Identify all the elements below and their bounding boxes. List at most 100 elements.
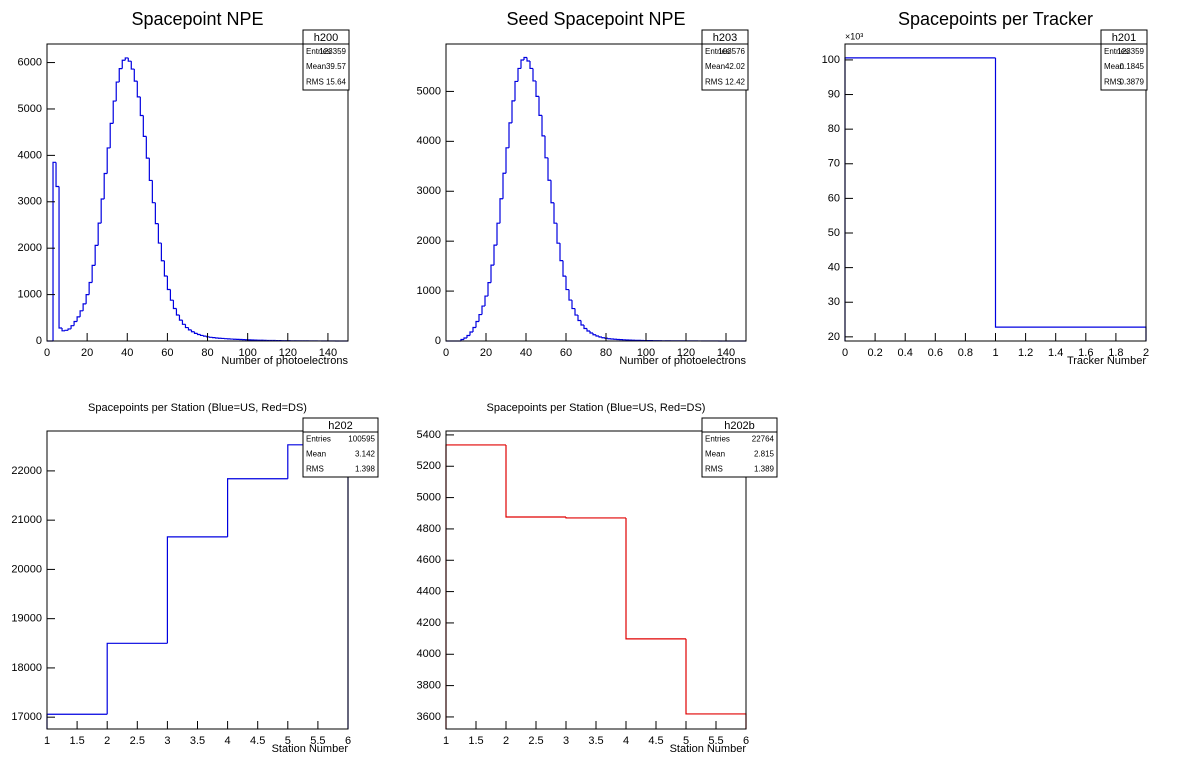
stats-label: RMS <box>705 77 723 86</box>
histogram-bin <box>523 56 527 60</box>
histogram-bin <box>91 264 96 283</box>
x-tick-label: 140 <box>717 347 735 359</box>
y-tick-label: 100 <box>822 54 840 66</box>
histogram-bin <box>508 122 512 148</box>
histogram-bin <box>202 335 207 337</box>
y-tick-label: 3000 <box>417 185 441 197</box>
y-tick-label: 5000 <box>417 491 441 503</box>
y-tick-label: 2000 <box>417 235 441 247</box>
x-tick-label: 1.8 <box>1108 347 1123 359</box>
histogram-bin <box>166 536 228 644</box>
x-tick-label: 1.2 <box>1018 347 1033 359</box>
histogram-bin <box>106 642 168 715</box>
x-tick-label: 1.6 <box>1078 347 1093 359</box>
histogram-bin <box>550 180 554 204</box>
y-tick-label: 1000 <box>417 285 441 297</box>
stats-value: 39.57 <box>326 62 347 71</box>
histogram-bin <box>148 158 153 182</box>
x-tick-label: 1 <box>992 347 998 359</box>
histogram-bin <box>553 202 557 224</box>
histogram-bin <box>580 320 584 326</box>
histogram-bin <box>529 60 533 70</box>
histogram-bin <box>469 331 473 336</box>
stats-value: 0.3879 <box>1120 77 1145 86</box>
histogram-bin <box>565 517 626 519</box>
y-tick-label: 40 <box>828 262 840 274</box>
x-tick-label: 120 <box>677 347 695 359</box>
histogram-bin <box>571 300 575 310</box>
stats-value: 3.142 <box>355 450 376 459</box>
histogram-bin <box>526 57 530 62</box>
histogram-bin <box>163 260 168 277</box>
y-tick-label: 3600 <box>417 711 441 723</box>
histogram-bin <box>160 243 165 262</box>
histogram-bin <box>538 96 542 116</box>
x-tick-label: 4 <box>623 735 629 747</box>
histogram-bin <box>463 337 467 340</box>
y-tick-label: 60 <box>828 192 840 204</box>
histogram-bin <box>505 147 509 174</box>
histogram-bin <box>592 333 596 336</box>
stats-value: 2.815 <box>754 450 775 459</box>
x-tick-label: 2.5 <box>130 735 145 747</box>
histogram-bin <box>109 122 114 148</box>
histogram-bin <box>85 293 90 304</box>
histogram-bin <box>151 180 156 204</box>
histogram-bin <box>166 276 171 291</box>
x-tick-label: 1 <box>443 735 449 747</box>
stats-label: Mean <box>705 62 725 71</box>
histogram-bin <box>181 320 186 325</box>
x-tick-label: 0.6 <box>928 347 943 359</box>
histogram-bin <box>586 328 590 332</box>
stats-label: RMS <box>306 77 324 86</box>
histogram-bin <box>61 328 66 332</box>
x-tick-label: 60 <box>161 347 173 359</box>
x-tick-label: 3.5 <box>588 735 603 747</box>
stats-name: h202b <box>724 420 755 432</box>
stats-value: 123359 <box>319 47 346 56</box>
y-tick-label: 80 <box>828 123 840 135</box>
x-tick-label: 1.5 <box>69 735 84 747</box>
stats-label: Entries <box>1104 47 1129 56</box>
histogram-bin <box>472 326 476 333</box>
histogram-bin <box>55 162 60 188</box>
stats-box <box>302 417 379 478</box>
x-axis-title: Number of photoelectrons <box>619 355 746 367</box>
y-tick-label: 3000 <box>18 196 42 208</box>
x-tick-label: 1.4 <box>1048 347 1063 359</box>
stats-value: 15.64 <box>326 77 347 86</box>
y-tick-label: 5000 <box>417 85 441 97</box>
stats-value: 42.02 <box>725 62 746 71</box>
y-tick-label: 0 <box>36 335 42 347</box>
histogram-bin <box>484 295 488 307</box>
histogram-bin <box>559 243 563 262</box>
y-tick-label: 90 <box>828 88 840 100</box>
x-tick-label: 2.5 <box>528 735 543 747</box>
histogram-bin <box>178 315 183 321</box>
x-tick-label: 2 <box>104 735 110 747</box>
histogram-bin <box>115 81 120 102</box>
stats-value: 103576 <box>718 47 745 56</box>
histogram-bin <box>505 444 566 518</box>
y-tick-label: 20 <box>828 331 840 343</box>
y-tick-label: 5000 <box>18 103 42 115</box>
x-tick-label: 5 <box>285 735 291 747</box>
x-tick-label: 3 <box>563 735 569 747</box>
stats-label: Entries <box>705 435 730 444</box>
frame <box>445 43 747 342</box>
histogram-bin <box>196 333 201 336</box>
stats-label: RMS <box>306 465 324 474</box>
stats-name: h201 <box>1112 32 1136 44</box>
histogram-bin <box>562 260 566 277</box>
stats-value: 123359 <box>1117 47 1144 56</box>
histogram-bin <box>520 59 524 69</box>
y-tick-label: 50 <box>828 227 840 239</box>
chart-title: Spacepoint NPE <box>131 9 263 29</box>
x-tick-label: 5 <box>683 735 689 747</box>
x-tick-label: 100 <box>238 347 256 359</box>
x-tick-label: 40 <box>520 347 532 359</box>
y-tick-label: 19000 <box>11 613 42 625</box>
